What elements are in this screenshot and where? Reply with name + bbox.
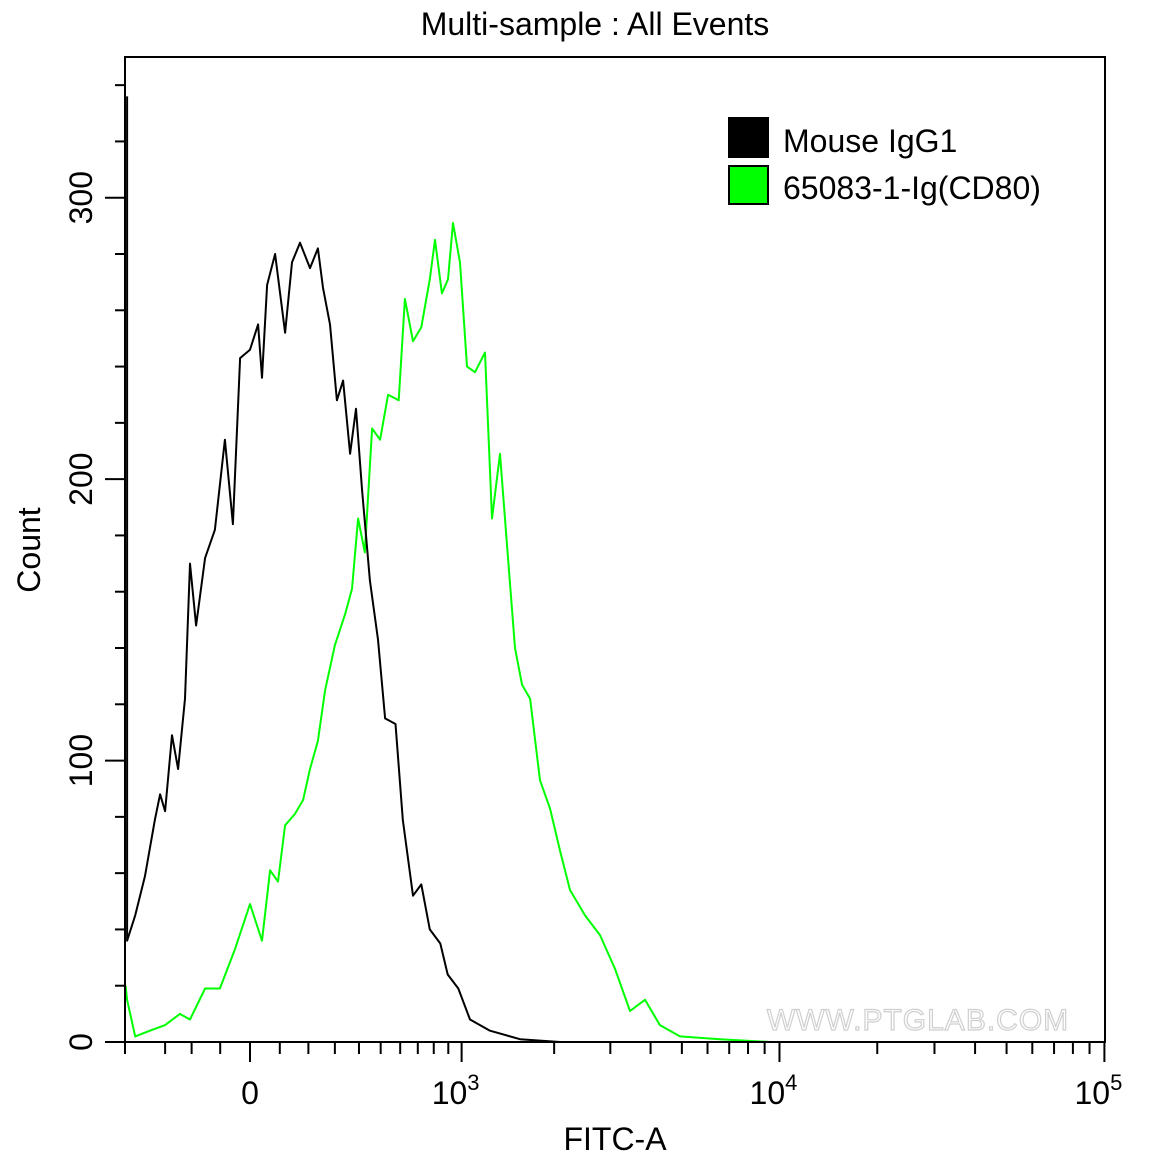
y-axis-label: Count	[11, 507, 47, 593]
x-tick-exponent: 5	[1110, 1070, 1122, 1095]
x-tick-base: 0	[241, 1075, 259, 1111]
x-tick-label: 0	[241, 1075, 259, 1111]
series-line-0	[126, 96, 561, 1043]
x-tick-exponent: 3	[467, 1070, 479, 1095]
y-axis: 0 100 200 300	[63, 84, 125, 1051]
x-tick-base: 10	[750, 1075, 786, 1111]
y-tick-label: 200	[63, 452, 99, 505]
x-tick-exponent: 4	[785, 1070, 797, 1095]
series-line-1	[124, 222, 771, 1043]
x-tick-label: 104	[750, 1070, 798, 1111]
legend-label-cd80: 65083-1-Ig(CD80)	[783, 170, 1041, 206]
legend-swatch-cd80	[728, 165, 769, 205]
x-axis: 0 103 104 105	[124, 1042, 1122, 1111]
legend: Mouse IgG1 65083-1-Ig(CD80)	[728, 117, 1041, 206]
y-tick-label: 300	[63, 171, 99, 224]
plot-frame	[124, 56, 1106, 1043]
x-tick-label: 103	[432, 1070, 480, 1111]
chart-title: Multi-sample : All Events	[421, 6, 770, 42]
y-tick-label: 100	[63, 734, 99, 787]
series-layer	[124, 96, 771, 1043]
x-tick-label: 105	[1074, 1070, 1122, 1111]
legend-label-mouse-igg1: Mouse IgG1	[783, 123, 957, 159]
watermark: WWW.PTGLAB.COM	[767, 1004, 1069, 1037]
x-axis-label: FITC-A	[563, 1121, 667, 1157]
x-tick-base: 10	[432, 1075, 468, 1111]
y-tick-label: 0	[63, 1033, 99, 1051]
legend-swatch-mouse-igg1	[728, 117, 769, 158]
x-tick-base: 10	[1074, 1075, 1110, 1111]
